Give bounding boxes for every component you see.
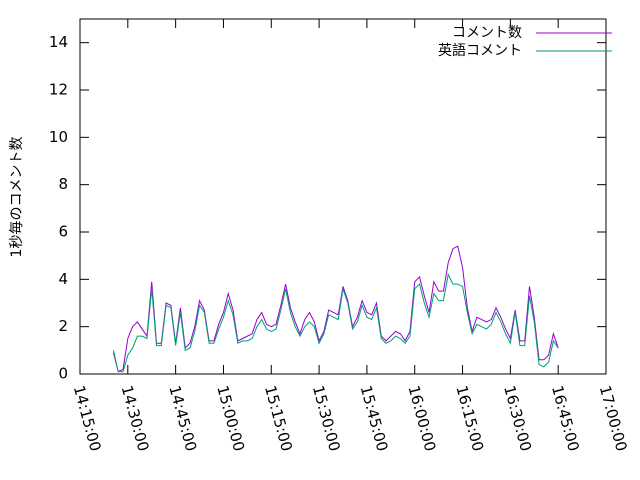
series-line (112, 245, 559, 373)
y-tick-label: 10 (49, 128, 68, 146)
x-tick-label: 16:30:00 (500, 384, 535, 454)
y-tick-label: 4 (58, 270, 68, 288)
y-tick-label: 14 (49, 33, 68, 51)
y-tick-label: 6 (58, 223, 68, 241)
y-axis-label: 1秒毎のコメント数 (9, 137, 25, 258)
y-tick-label: 2 (58, 317, 68, 335)
x-tick-label: 17:00:00 (596, 384, 631, 454)
y-tick-label: 8 (58, 175, 68, 193)
series-line (112, 273, 559, 373)
x-tick-label: 15:15:00 (261, 384, 296, 454)
legend-label: 英語コメント (438, 42, 522, 59)
x-tick-label: 14:15:00 (70, 384, 105, 454)
x-tick-label: 14:45:00 (165, 384, 200, 454)
y-tick-label: 12 (49, 81, 68, 99)
legend-label: コメント数 (452, 25, 522, 41)
x-tick-label: 15:45:00 (357, 384, 392, 454)
x-tick-label: 14:30:00 (118, 384, 153, 454)
plot-border (79, 18, 607, 375)
x-tick-label: 16:00:00 (405, 384, 440, 454)
x-tick-label: 16:45:00 (548, 384, 583, 454)
x-tick-label: 15:00:00 (213, 384, 248, 454)
x-tick-label: 15:30:00 (309, 384, 344, 454)
x-tick-label: 16:15:00 (452, 384, 487, 454)
y-tick-label: 0 (58, 365, 68, 383)
